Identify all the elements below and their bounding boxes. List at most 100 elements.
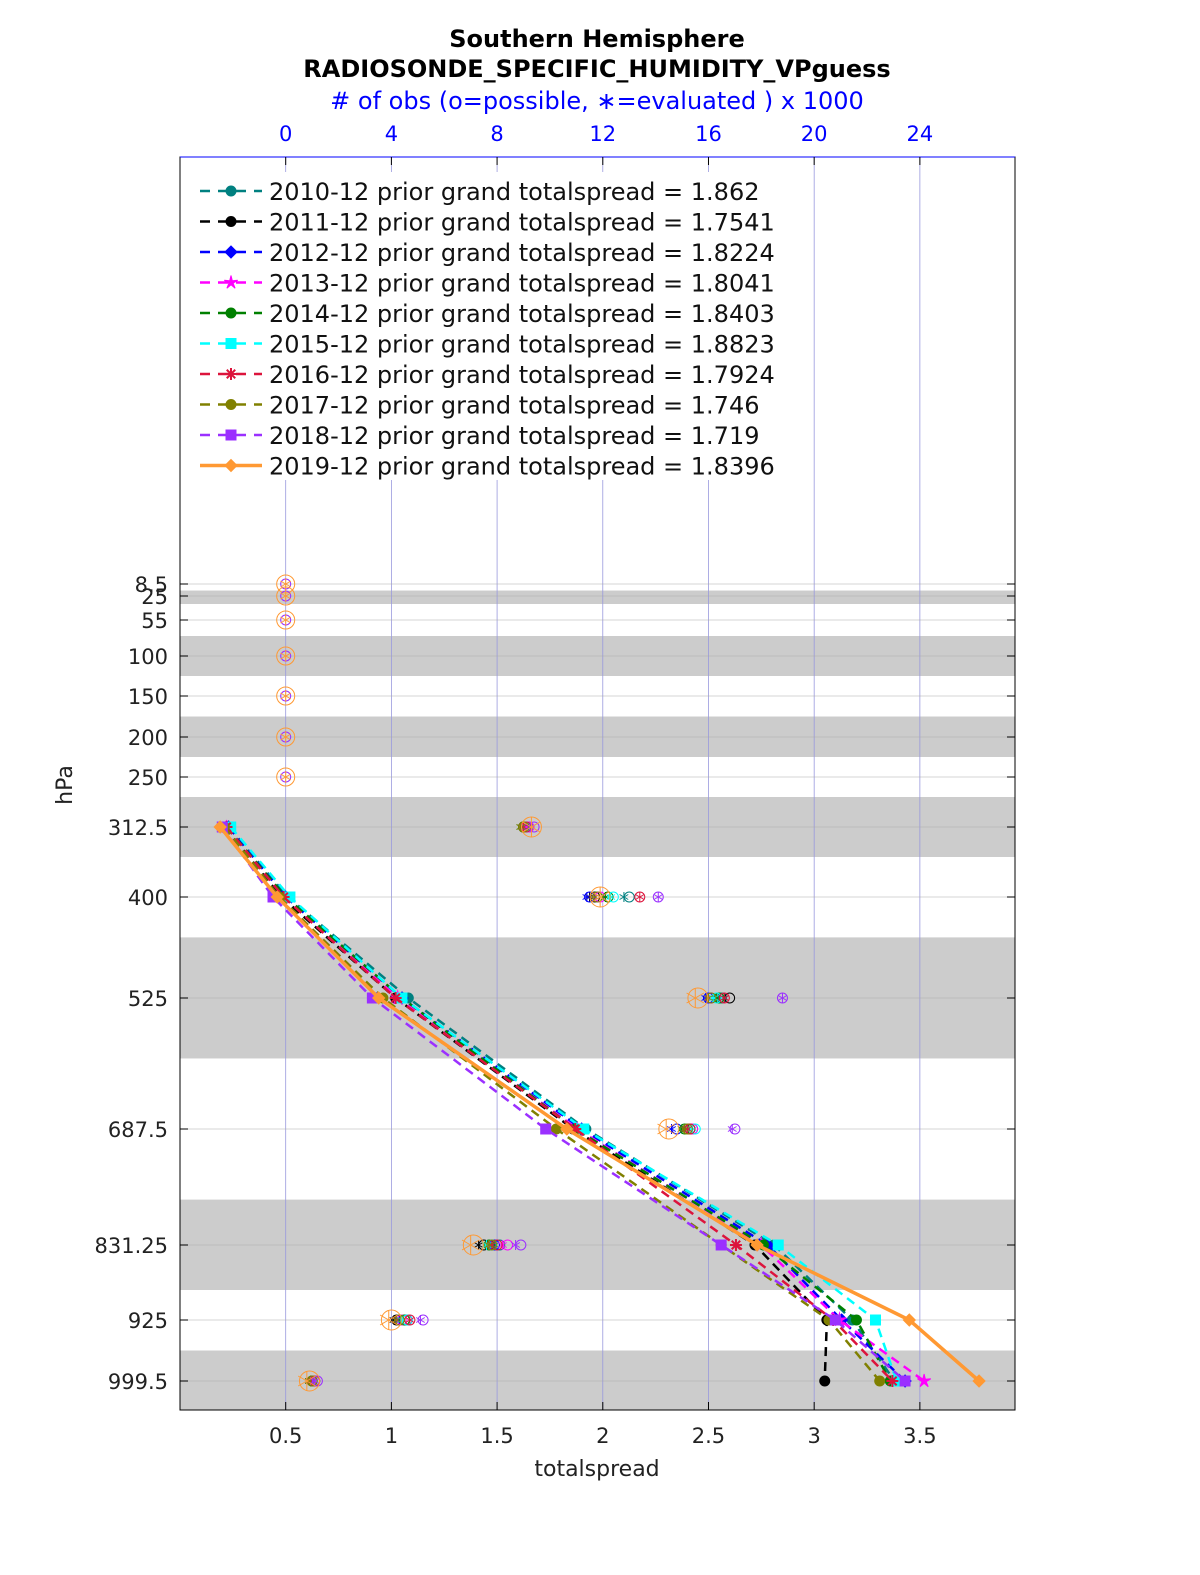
obs-evaluated-marker: [297, 1371, 316, 1391]
y-tick-label: 400: [128, 886, 168, 910]
marker-shape: [850, 1314, 862, 1326]
legend-marker: [225, 216, 237, 227]
legend-label: 2013-12 prior grand totalspread = 1.8041: [269, 270, 775, 298]
data-point: [389, 992, 402, 1004]
obs-possible-marker: [311, 1375, 323, 1387]
obs-evaluated-marker: [516, 822, 526, 832]
legend-marker: [225, 307, 237, 319]
legend-marker: [225, 368, 237, 380]
shaded-band: [180, 590, 1015, 604]
obs-evaluated-marker: [727, 1124, 737, 1134]
obs-star-stroke: [280, 692, 292, 700]
marker-shape: [869, 1314, 881, 1326]
obs-star-stroke: [606, 894, 616, 900]
data-point: [213, 820, 227, 834]
marker-shape: [972, 1374, 986, 1388]
obs-star-stroke: [635, 894, 645, 900]
obs-evaluated-marker: [280, 731, 292, 743]
marker-shape: [750, 1238, 764, 1252]
series-line: [218, 825, 981, 1383]
obs-evaluated-marker: [703, 993, 714, 1003]
y-tick-label: 925: [128, 1309, 168, 1333]
marker-stroke: [226, 369, 236, 379]
obs-star-stroke: [680, 1126, 690, 1132]
obs-possible-marker: [276, 686, 296, 706]
obs-star-stroke: [653, 894, 663, 900]
marker-shape: [372, 991, 386, 1005]
y-tick-label: 999.5: [108, 1370, 168, 1394]
data-point: [560, 1122, 574, 1136]
obs-evaluated-marker: [635, 892, 645, 902]
obs-possible-marker: [393, 1314, 405, 1326]
top-tick-label: 24: [907, 122, 934, 146]
marker-shape: [819, 1375, 831, 1387]
obs-star-stroke: [379, 1314, 398, 1326]
obs-possible-marker: [592, 891, 603, 903]
obs-evaluated-marker: [280, 614, 292, 626]
obs-evaluated-marker: [310, 1376, 320, 1386]
y-tick-label: 312.5: [108, 816, 168, 840]
obs-star-stroke: [297, 1375, 316, 1387]
obs-evaluated-marker: [522, 817, 541, 837]
legend-marker: [225, 399, 237, 410]
obs-star-stroke: [657, 1123, 676, 1135]
obs-star-stroke: [727, 1126, 737, 1132]
obs-possible-marker: [681, 1123, 693, 1135]
data-point: [715, 1239, 727, 1251]
obs-star-stroke: [415, 1317, 426, 1323]
marker-shape: [829, 1314, 841, 1326]
obs-star-stroke: [461, 1239, 480, 1251]
chart-title: Southern Hemisphere: [449, 25, 745, 53]
obs-star-stroke: [777, 995, 788, 1001]
marker-shape: [560, 1122, 574, 1136]
obs-possible-marker: [462, 1234, 484, 1256]
marker-shape: [224, 245, 238, 259]
data-point: [750, 1238, 764, 1252]
obs-evaluated-marker: [686, 988, 705, 1008]
data-point: [869, 1314, 881, 1326]
top-tick-label: 12: [589, 122, 616, 146]
obs-evaluated-marker: [511, 1240, 521, 1250]
obs-evaluated-marker: [280, 590, 292, 602]
marker-stroke: [731, 1240, 741, 1250]
legend-label: 2010-12 prior grand totalspread = 1.862: [269, 178, 759, 206]
obs-possible-marker: [380, 1309, 402, 1331]
series-line: [227, 826, 896, 1382]
obs-possible-marker: [276, 727, 296, 747]
data-point: [829, 1314, 841, 1326]
series-line: [225, 826, 894, 1382]
obs-count-markers: [276, 574, 788, 1392]
marker-stroke: [887, 1376, 898, 1386]
obs-evaluated-marker: [777, 993, 788, 1003]
legend: 2010-12 prior grand totalspread = 1.862 2…: [190, 172, 812, 481]
obs-possible-marker: [298, 1370, 320, 1392]
x-tick-label: 0.5: [269, 1424, 302, 1448]
marker-shape: [715, 1239, 727, 1251]
obs-star-stroke: [619, 894, 629, 900]
y-tick-label: 831.25: [95, 1234, 168, 1258]
obs-evaluated-marker: [461, 1235, 480, 1255]
data-point: [819, 1375, 831, 1387]
obs-possible-marker: [276, 767, 296, 787]
marker-stroke: [390, 993, 401, 1003]
x-tick-label: 1: [385, 1424, 398, 1448]
top-tick-label: 4: [385, 122, 398, 146]
marker-shape: [225, 307, 237, 319]
y-tick-label: 200: [128, 726, 168, 750]
y-axis-label: hPa: [53, 765, 78, 805]
data-point: [540, 1123, 552, 1135]
obs-star-stroke: [484, 1242, 494, 1248]
obs-evaluated-marker: [280, 690, 292, 702]
obs-possible-marker: [687, 987, 709, 1009]
legend-marker: [224, 458, 238, 473]
legend-marker: [225, 429, 237, 441]
legend-label: 2011-12 prior grand totalspread = 1.7541: [269, 209, 775, 237]
obs-possible-marker: [658, 1118, 680, 1140]
x-tick-label: 2.5: [692, 1424, 725, 1448]
x-tick-label: 1.5: [480, 1424, 513, 1448]
top-tick-label: 16: [695, 122, 722, 146]
legend-label: 2018-12 prior grand totalspread = 1.719: [269, 422, 759, 450]
legend-label: 2017-12 prior grand totalspread = 1.746: [269, 392, 759, 420]
y-tick-label: 100: [128, 645, 168, 669]
